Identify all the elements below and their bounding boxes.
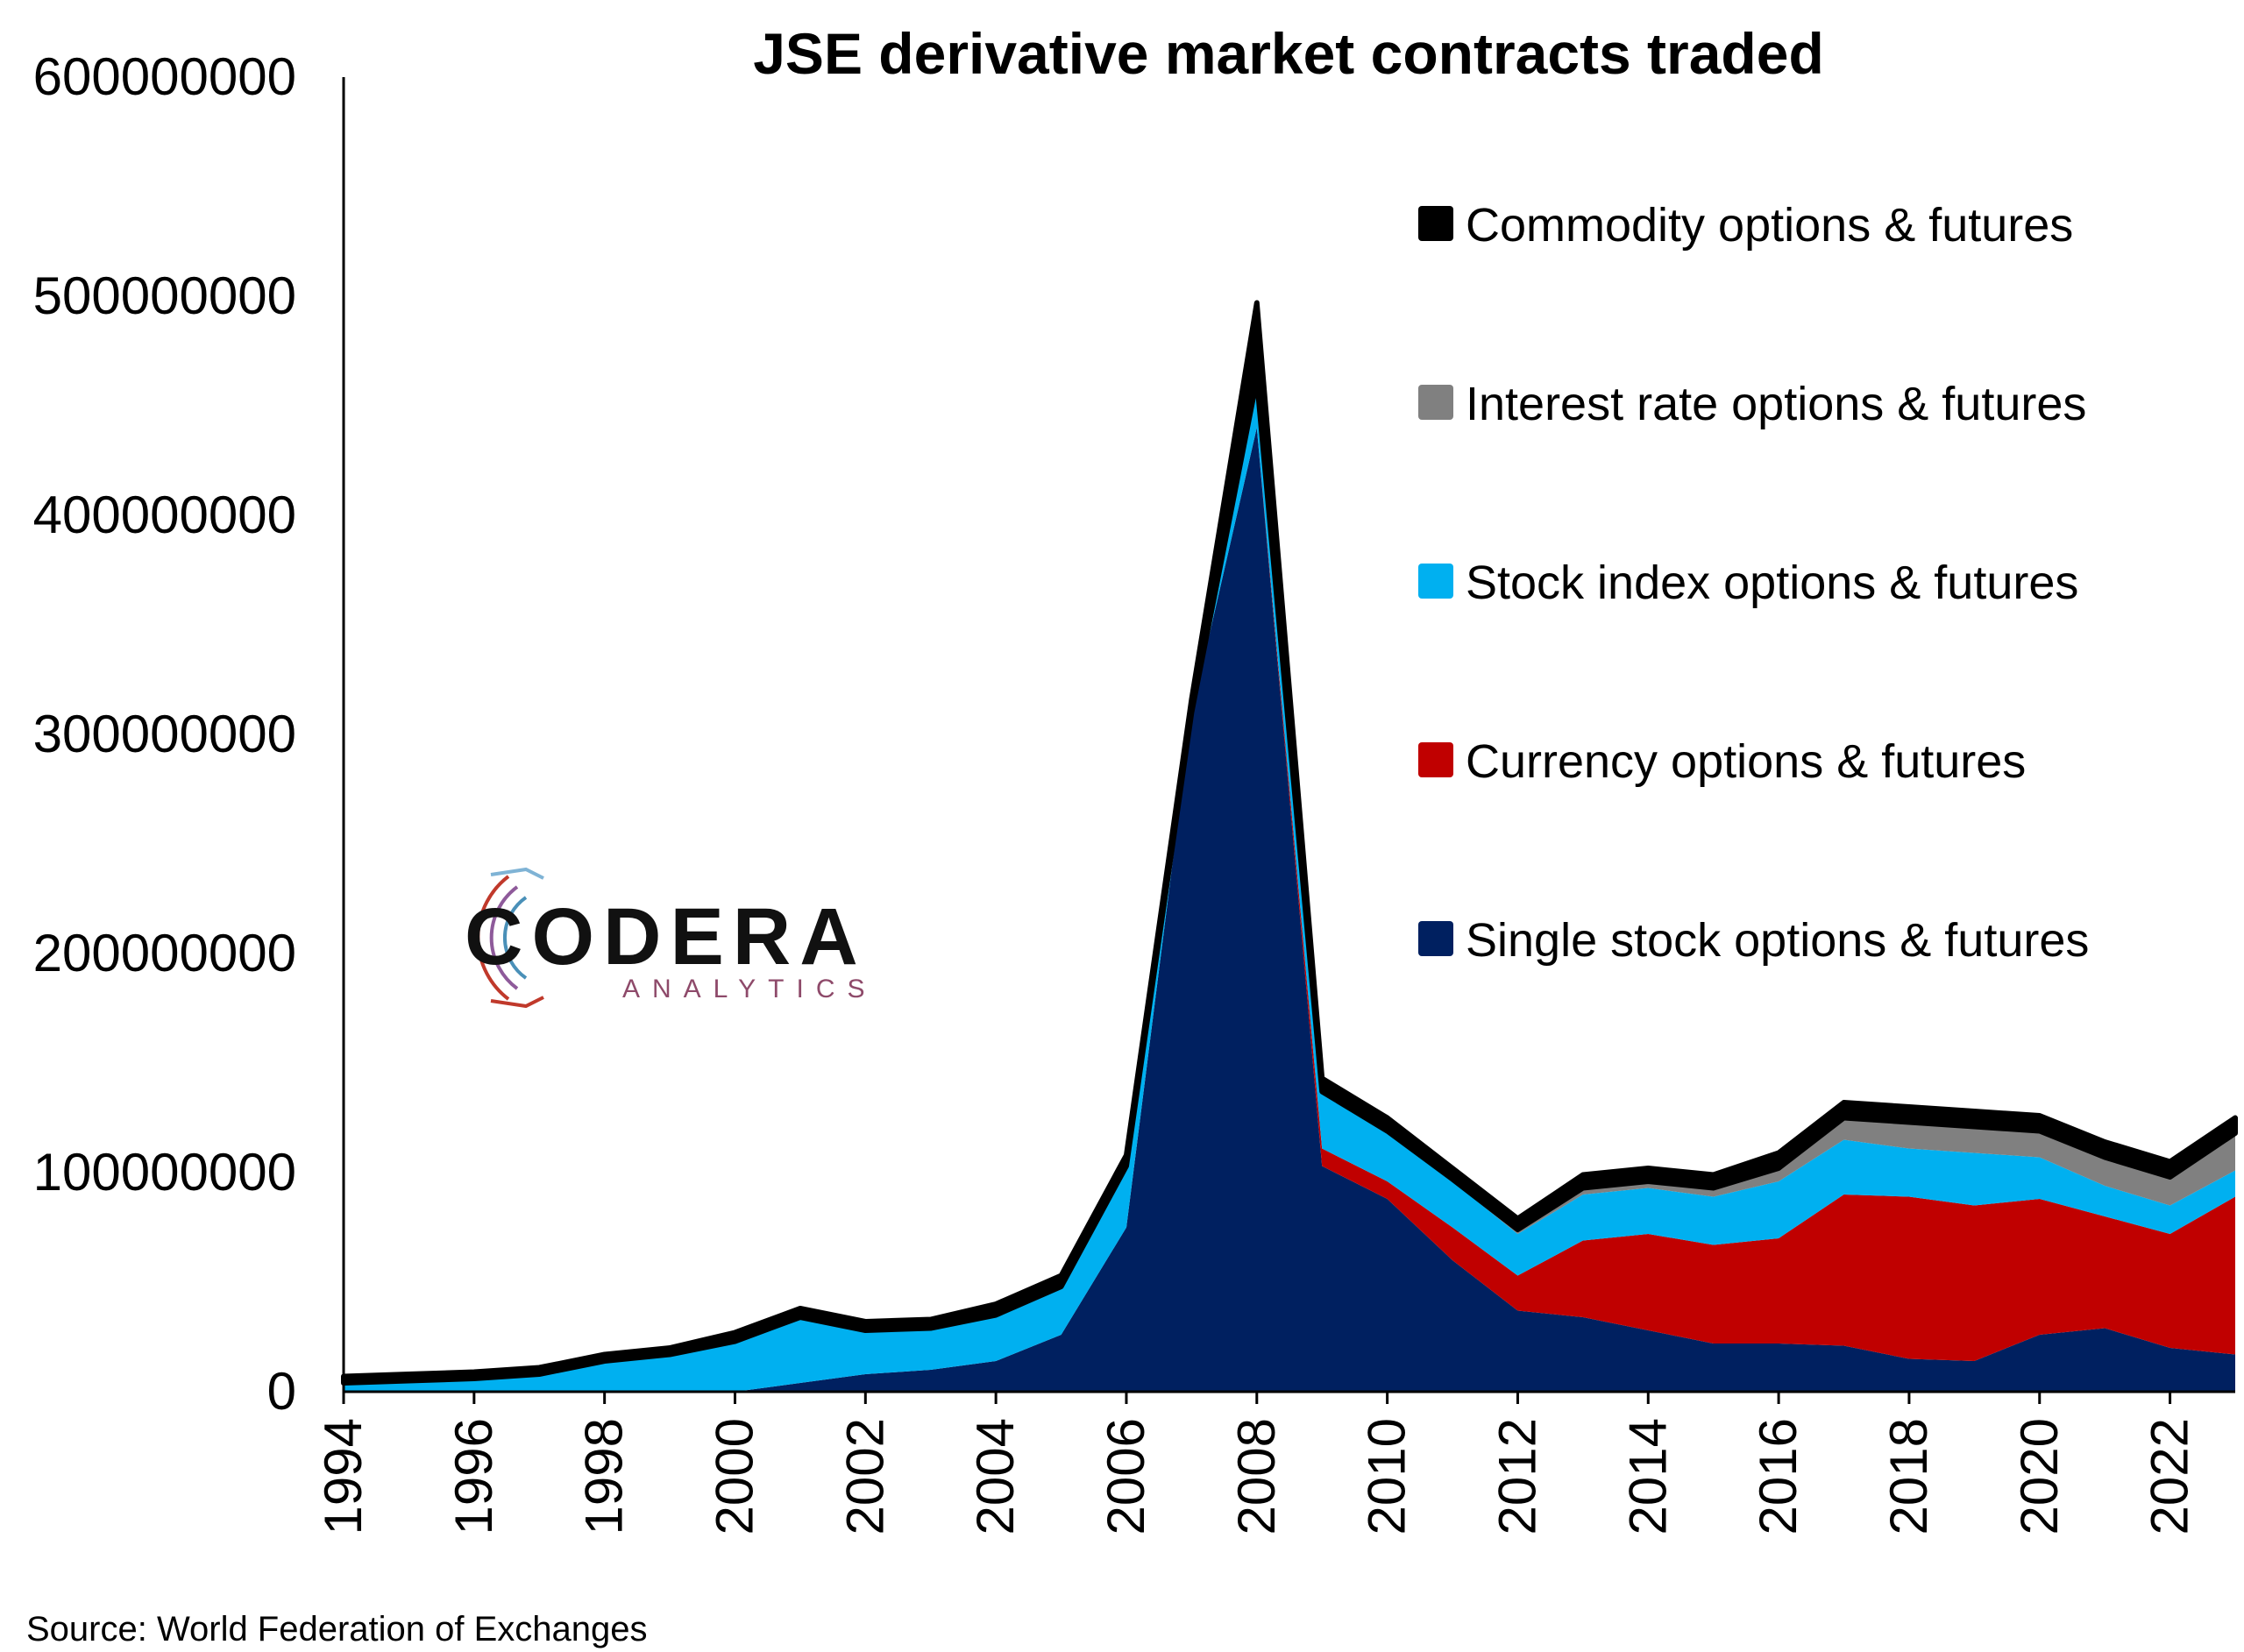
area-single-stock-options-futures [344, 428, 2235, 1392]
x-tick-label: 2000 [705, 1418, 763, 1535]
y-tick-label: 600000000 [33, 47, 296, 106]
x-tick-label: 2002 [835, 1418, 894, 1535]
source-note: Source: World Federation of Exchanges [26, 1610, 648, 1648]
x-tick-label: 2004 [966, 1418, 1025, 1535]
x-tick-label: 2022 [2141, 1418, 2199, 1535]
x-tick-label: 2010 [1358, 1418, 1417, 1535]
y-axis-tick-labels: 0 100000000 200000000 300000000 400000000 500… [33, 47, 296, 1421]
x-tick-label: 2008 [1227, 1418, 1286, 1535]
x-tick-label: 2020 [2010, 1418, 2069, 1535]
area-currency-options-futures [344, 428, 2235, 1392]
x-axis-tick-labels: 1994 1996 1998 2000 2002 2004 2006 2008 2010 2012… [314, 1418, 2199, 1535]
area-series-layer [341, 300, 2238, 1392]
x-tick-label: 2016 [1749, 1418, 1807, 1535]
legend-label: Single stock options & futures [1466, 914, 2089, 967]
area-commodity-options-futures [341, 300, 2238, 1386]
x-tick-label: 2006 [1097, 1418, 1155, 1535]
legend-label: Stock index options & futures [1466, 557, 2078, 609]
legend-swatch [1418, 921, 1453, 956]
legend-swatch [1418, 385, 1453, 420]
x-tick-label: 1998 [575, 1418, 634, 1535]
logo-wordmark: CODERA [465, 892, 867, 982]
y-tick-label: 400000000 [33, 486, 296, 544]
legend-swatch [1418, 742, 1453, 777]
legend-label: Commodity options & futures [1466, 199, 2073, 252]
legend-swatch [1418, 206, 1453, 241]
x-tick-label: 2018 [1879, 1418, 1938, 1535]
x-tick-label: 2012 [1488, 1418, 1546, 1535]
x-tick-label: 1994 [314, 1418, 373, 1535]
x-tick-label: 2014 [1618, 1418, 1677, 1535]
legend: Commodity options & futures Interest rate… [1418, 199, 2089, 967]
y-tick-label: 0 [267, 1362, 296, 1421]
logo-circuit-icon [476, 867, 544, 1009]
logo-tagline: ANALYTICS [622, 975, 877, 1003]
axes [342, 77, 2235, 1404]
y-tick-label: 500000000 [33, 266, 296, 325]
y-tick-label: 100000000 [33, 1143, 296, 1202]
chart-title: JSE derivative market contracts traded [753, 21, 1824, 86]
codera-logo: CODERA ANALYTICS [465, 867, 877, 1009]
y-tick-label: 300000000 [33, 705, 296, 763]
x-tick-label: 1996 [444, 1418, 503, 1535]
legend-label: Currency options & futures [1466, 735, 2026, 788]
y-tick-label: 200000000 [33, 924, 296, 982]
legend-label: Interest rate options & futures [1466, 378, 2086, 430]
legend-swatch [1418, 564, 1453, 599]
